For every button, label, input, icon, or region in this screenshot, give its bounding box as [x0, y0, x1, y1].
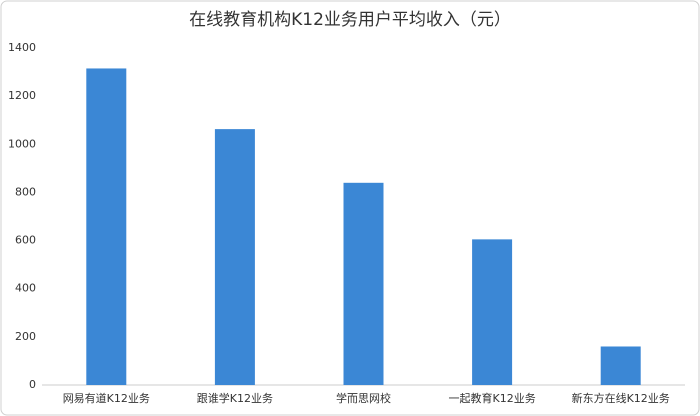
x-tick-label: 一起教育K12业务 [448, 391, 535, 405]
bar [86, 68, 127, 385]
y-tick-label: 0 [29, 378, 36, 391]
x-tick-label: 跟谁学K12业务 [197, 391, 273, 405]
y-tick-label: 1400 [8, 41, 36, 54]
bar [214, 129, 255, 385]
y-tick-label: 400 [15, 282, 36, 295]
y-tick-label: 200 [15, 330, 36, 343]
y-tick-label: 1200 [8, 89, 36, 102]
bar [600, 346, 641, 385]
chart-title: 在线教育机构K12业务用户平均收入（元） [189, 10, 511, 30]
y-tick-label: 800 [15, 185, 36, 198]
x-tick-label: 网易有道K12业务 [63, 391, 150, 405]
y-tick-label: 1000 [8, 137, 36, 150]
x-tick-label: 学而思网校 [336, 391, 391, 405]
bar [343, 182, 384, 385]
bar [472, 239, 513, 385]
y-tick-label: 600 [15, 234, 36, 247]
x-tick-label: 新东方在线K12业务 [572, 391, 670, 405]
